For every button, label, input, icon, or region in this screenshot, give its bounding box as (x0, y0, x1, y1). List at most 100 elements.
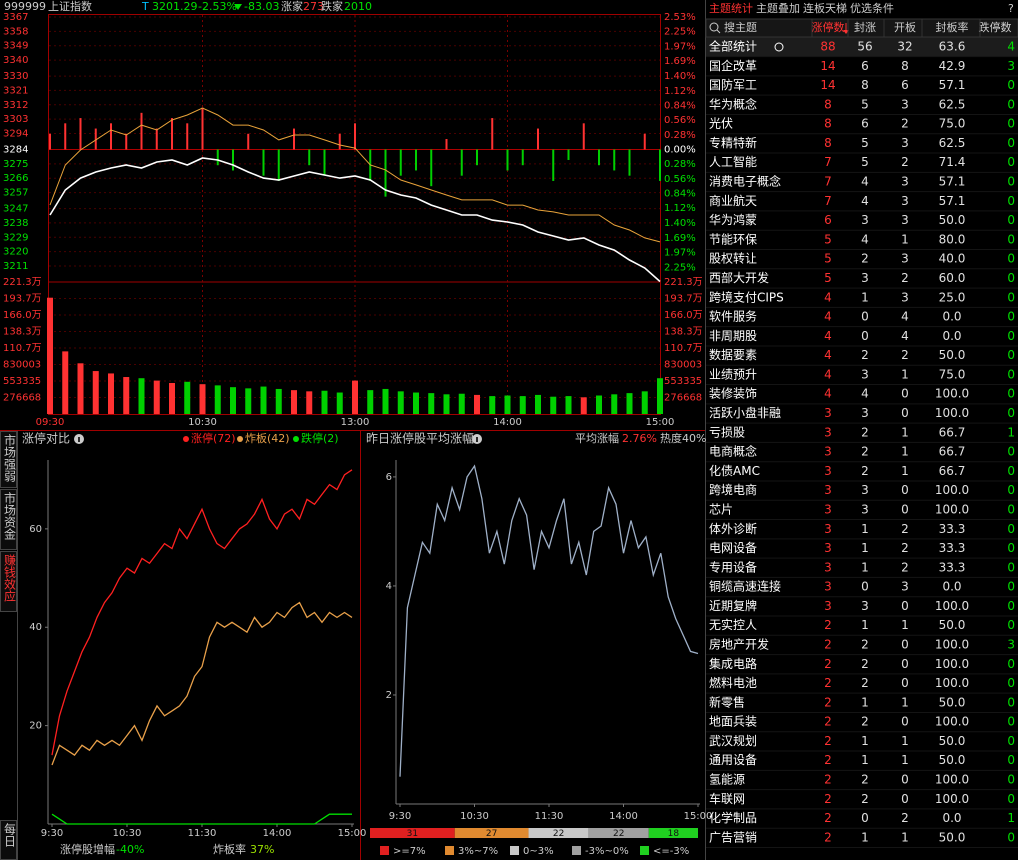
theme-name[interactable]: 广告营销 (709, 830, 757, 844)
cell: 2 (824, 695, 832, 709)
cell: 100.0 (935, 792, 969, 806)
column-header[interactable]: 涨停数 (812, 20, 845, 34)
theme-name[interactable]: 国防军工 (709, 77, 757, 92)
search-box[interactable]: 搜主题 (724, 20, 757, 34)
cell: 1 (861, 734, 869, 748)
theme-name[interactable]: 跨境支付CIPS (709, 289, 784, 304)
theme-name[interactable]: 燃料电池 (709, 675, 757, 690)
theme-name[interactable]: 人工智能 (709, 154, 757, 169)
cell: 0 (1007, 560, 1015, 574)
tab[interactable]: 连板天梯 (803, 1, 847, 15)
tab[interactable]: 主题统计 (709, 2, 753, 15)
theme-name[interactable]: 无实控人 (709, 617, 757, 632)
theme-name[interactable]: 装修装饰 (709, 386, 757, 401)
theme-name[interactable]: 软件服务 (709, 309, 757, 324)
theme-name[interactable]: 专精特新 (709, 135, 757, 150)
side-tab-label[interactable]: 赚钱效应 (3, 553, 17, 602)
cell: 62.5 (939, 97, 966, 111)
theme-name[interactable]: 商业航天 (709, 193, 757, 208)
strength-bar (506, 149, 509, 171)
theme-name[interactable]: 全部统计 (709, 39, 757, 54)
footer-value: 37% (250, 843, 274, 856)
y-tick-label: 6 (386, 472, 392, 483)
strength-bar (110, 123, 112, 150)
side-tab[interactable] (0, 431, 17, 488)
distribution-segment (588, 828, 649, 838)
theme-name[interactable]: 铜缆高速连接 (709, 579, 781, 594)
theme-name[interactable]: 房地产开发 (709, 636, 769, 651)
volume-bar (626, 393, 633, 414)
cell: 57.1 (939, 194, 966, 208)
y2-tick-label: 1.40% (664, 71, 696, 82)
cell: 50.0 (939, 618, 966, 632)
change: -83.03 (244, 0, 279, 13)
volume-bar (291, 390, 297, 414)
theme-name[interactable]: 近期复牌 (709, 599, 757, 613)
theme-name[interactable]: 专用设备 (709, 559, 757, 574)
cell: 0 (901, 773, 909, 787)
theme-name[interactable]: 氢能源 (709, 772, 745, 787)
cell: 2 (861, 425, 869, 439)
side-tab-label[interactable]: 每日 (3, 822, 17, 847)
cell: 8 (901, 59, 909, 73)
tab[interactable]: 主题叠加 (756, 2, 800, 15)
theme-name[interactable]: 集成电路 (709, 656, 757, 671)
side-tab-label[interactable]: 市场资金 (3, 491, 17, 540)
theme-name[interactable]: 化债AMC (709, 464, 760, 478)
series-line (51, 469, 353, 756)
theme-name[interactable]: 光伏 (709, 117, 733, 131)
theme-name[interactable]: 国企改革 (709, 58, 757, 73)
tab[interactable]: ? (1008, 2, 1014, 15)
cell: 0 (1007, 792, 1015, 806)
legend-label: <=-3% (653, 846, 689, 857)
cell: 0 (901, 676, 909, 690)
side-tab[interactable] (0, 489, 17, 550)
theme-name[interactable]: 业绩预升 (709, 367, 757, 381)
cell: 71.4 (939, 155, 966, 169)
y-tick-label: 3284 (3, 145, 28, 156)
theme-name[interactable]: 亏损股 (709, 425, 745, 439)
price-line (49, 107, 661, 243)
cell: 1 (1007, 425, 1015, 439)
theme-name[interactable]: 华为鸿蒙 (709, 213, 757, 227)
theme-name[interactable]: 非周期股 (709, 329, 757, 343)
theme-name[interactable]: 化学制品 (709, 810, 757, 825)
strength-bar (384, 149, 387, 197)
theme-name[interactable]: 消费电子概念 (709, 174, 781, 189)
column-header[interactable]: 封板率 (936, 20, 969, 34)
theme-name[interactable]: 新零售 (709, 694, 745, 709)
theme-name[interactable]: 活跃小盘非融 (709, 405, 781, 420)
theme-name[interactable]: 跨境电商 (709, 482, 757, 497)
theme-name[interactable]: 体外诊断 (709, 521, 757, 536)
side-tab-label[interactable]: 市场强弱 (3, 433, 17, 483)
cell: 2 (901, 811, 909, 825)
y2-tick-label: 1.69% (664, 233, 696, 244)
cell: 50.0 (939, 348, 966, 362)
x-tick-label: 11:30 (535, 811, 564, 822)
theme-name[interactable]: 节能环保 (709, 232, 757, 246)
theme-name[interactable]: 电网设备 (709, 541, 757, 555)
volume-bar (535, 394, 541, 414)
theme-name[interactable]: 华为概念 (709, 96, 757, 111)
tab[interactable]: 优选条件 (850, 1, 894, 15)
column-header[interactable]: 封涨 (854, 20, 876, 34)
column-header[interactable]: 跌停数 (979, 20, 1012, 34)
theme-name[interactable]: 芯片 (709, 502, 733, 516)
cell: 5 (824, 232, 832, 246)
distribution-segment (370, 828, 455, 838)
theme-name[interactable]: 股权转让 (709, 251, 757, 266)
theme-name[interactable]: 西部大开发 (709, 270, 769, 285)
theme-name[interactable]: 电商概念 (709, 444, 757, 459)
cell: 2 (901, 348, 909, 362)
theme-name[interactable]: 通用设备 (709, 753, 757, 767)
strength-bar (79, 118, 82, 150)
side-tab[interactable] (0, 551, 17, 612)
distribution-value: 22 (553, 829, 564, 839)
column-header[interactable]: 开板 (894, 20, 916, 34)
x-tick-label: 10:30 (460, 811, 489, 822)
theme-name[interactable]: 数据要素 (709, 347, 757, 362)
theme-name[interactable]: 地面兵装 (709, 715, 757, 729)
theme-name[interactable]: 车联网 (709, 791, 745, 806)
theme-name[interactable]: 武汉规划 (709, 733, 757, 748)
